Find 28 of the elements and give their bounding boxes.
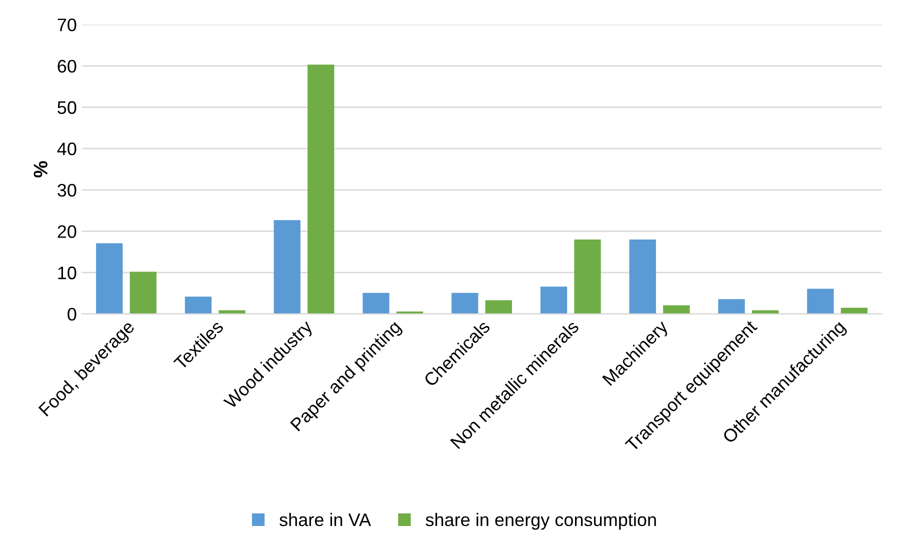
y-tick-label: 70: [58, 18, 76, 32]
bar: [96, 243, 123, 314]
y-tick-label: 20: [58, 225, 76, 238]
y-tick-label: 10: [58, 266, 76, 280]
legend-label: share in VA: [280, 512, 372, 526]
bar: [574, 240, 601, 314]
y-tick-label: 0: [68, 308, 76, 321]
bar: [840, 308, 868, 314]
bar: [452, 292, 478, 314]
bar: [308, 64, 334, 314]
y-tick-label: 40: [57, 142, 76, 156]
bar: [130, 272, 156, 314]
bar: [218, 310, 246, 314]
y-tick-label: 60: [58, 60, 76, 73]
bar: [540, 286, 568, 314]
bar: [629, 240, 656, 314]
bar: [362, 292, 390, 314]
y-tick-label: 30: [58, 184, 76, 197]
y-axis-title: %: [34, 161, 48, 178]
bar: [274, 220, 300, 314]
bar: [807, 288, 834, 314]
legend-label: share in energy consumption: [426, 512, 656, 530]
bar: [718, 299, 745, 314]
bar: [752, 310, 779, 314]
bar: [485, 300, 512, 314]
bar: [663, 305, 690, 314]
bar: [184, 296, 212, 314]
y-tick-label: 50: [58, 101, 76, 114]
